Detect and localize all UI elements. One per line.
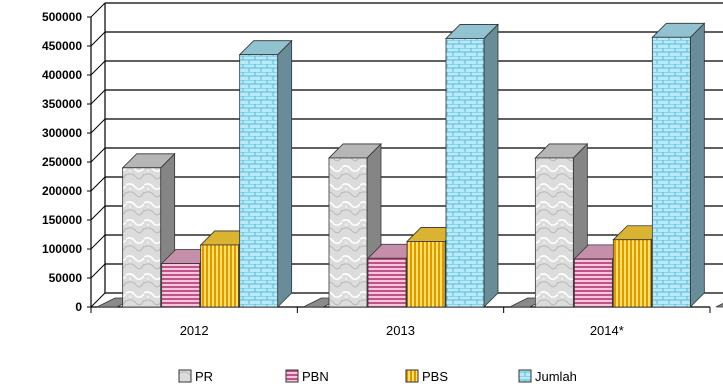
legend-item-pbs: PBS bbox=[405, 369, 448, 384]
legend-swatch bbox=[285, 369, 299, 383]
x-tick-label: 2013 bbox=[386, 323, 415, 338]
axis-labels: 0 50000 100000 150000 200000 250000 300000 3500… bbox=[42, 10, 624, 338]
gridline-depth bbox=[90, 234, 106, 250]
legend-swatch bbox=[518, 369, 532, 383]
y-tick-label: 50000 bbox=[49, 271, 83, 285]
gridline-depth bbox=[90, 205, 106, 221]
gridline-depth bbox=[90, 89, 106, 105]
x-tick-label: 2014* bbox=[590, 323, 624, 338]
legend-label: Jumlah bbox=[535, 369, 577, 384]
legend-label: PBN bbox=[302, 369, 329, 384]
legend-item-pbn: PBN bbox=[285, 369, 329, 384]
bar-jumlah-2014 bbox=[651, 22, 706, 308]
legend-label: PBS bbox=[422, 369, 448, 384]
gridline-depth bbox=[90, 292, 106, 308]
y-tick-label: 300000 bbox=[42, 126, 82, 140]
legend: PR PBN PBS Jumlah bbox=[178, 369, 577, 384]
gridline-depth bbox=[90, 147, 106, 163]
bar-jumlah-2013 bbox=[445, 23, 499, 308]
legend-swatch bbox=[405, 369, 419, 383]
gridline-depth bbox=[90, 118, 106, 134]
gridline-depth bbox=[90, 176, 106, 192]
y-tick-label: 250000 bbox=[42, 155, 82, 169]
y-tick-label: 350000 bbox=[42, 97, 82, 111]
bar-jumlah-2012 bbox=[238, 39, 293, 308]
bar-pr-2012 bbox=[121, 152, 176, 308]
gridline-depth bbox=[90, 60, 106, 76]
y-tick-label: 400000 bbox=[42, 68, 82, 82]
legend-swatch bbox=[178, 369, 192, 383]
y-tick-label: 150000 bbox=[42, 213, 82, 227]
legend-item-jumlah: Jumlah bbox=[518, 369, 577, 384]
y-tick-label: 450000 bbox=[42, 39, 82, 53]
y-tick-label: 500000 bbox=[42, 10, 82, 24]
legend-item-pr: PR bbox=[178, 369, 213, 384]
floor-slab bbox=[715, 303, 723, 308]
gridline-depth bbox=[90, 2, 106, 18]
y-tick-label: 200000 bbox=[42, 184, 82, 198]
gridline-depth bbox=[90, 31, 106, 47]
bars bbox=[121, 22, 706, 308]
y-tick-label: 0 bbox=[75, 300, 82, 314]
legend-label: PR bbox=[195, 369, 213, 384]
gridline-depth bbox=[90, 263, 106, 279]
bar-pr-2013 bbox=[328, 142, 382, 308]
x-tick-label: 2012 bbox=[180, 323, 209, 338]
y-tick-label: 100000 bbox=[42, 242, 82, 256]
